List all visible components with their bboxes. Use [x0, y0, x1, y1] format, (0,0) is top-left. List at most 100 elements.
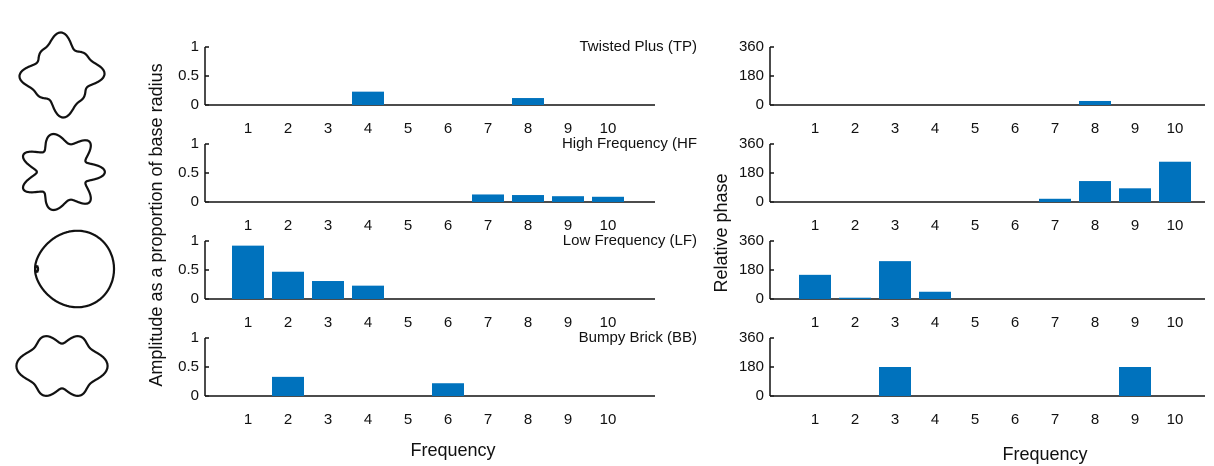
y-tick-label: 0: [756, 193, 764, 210]
bar: [1119, 188, 1151, 202]
bar: [839, 297, 871, 299]
y-tick-label: 1: [191, 135, 199, 152]
x-tick-label: 8: [1091, 411, 1099, 428]
x-tick-label: 10: [600, 120, 617, 137]
panel-title: Low Frequency (LF): [563, 232, 697, 249]
x-tick-label: 2: [851, 217, 859, 234]
bar: [272, 271, 304, 299]
x-tick-label: 6: [444, 120, 452, 137]
x-tick-label: 6: [1011, 120, 1019, 137]
x-tick-label: 7: [1051, 120, 1059, 137]
x-tick-label: 10: [600, 314, 617, 331]
x-tick-label: 4: [364, 314, 372, 331]
y-tick-label: 360: [739, 329, 764, 346]
y-tick-label: 0: [191, 290, 199, 307]
x-tick-label: 10: [1167, 314, 1184, 331]
x-tick-label: 10: [1167, 217, 1184, 234]
x-tick-label: 2: [851, 314, 859, 331]
bar: [272, 376, 304, 396]
bar: [512, 195, 544, 202]
x-tick-label: 4: [931, 411, 939, 428]
x-tick-label: 8: [1091, 217, 1099, 234]
x-tick-label: 2: [284, 411, 292, 428]
y-tick-label: 1: [191, 329, 199, 346]
y-axis-label: Amplitude as a proportion of base radius: [146, 63, 166, 386]
x-tick-label: 9: [564, 120, 572, 137]
x-tick-label: 7: [1051, 217, 1059, 234]
x-tick-label: 7: [484, 411, 492, 428]
x-tick-label: 3: [891, 217, 899, 234]
x-tick-label: 5: [971, 217, 979, 234]
x-tick-label: 5: [971, 314, 979, 331]
x-tick-label: 3: [324, 120, 332, 137]
x-tick-label: 1: [811, 411, 819, 428]
x-tick-label: 4: [931, 217, 939, 234]
x-tick-label: 9: [1131, 120, 1139, 137]
bar: [1079, 100, 1111, 105]
bar: [799, 274, 831, 299]
y-tick-label: 180: [739, 358, 764, 375]
x-tick-label: 2: [284, 314, 292, 331]
y-tick-label: 0: [756, 290, 764, 307]
y-tick-label: 0: [191, 387, 199, 404]
x-tick-label: 5: [404, 120, 412, 137]
y-tick-label: 0: [191, 96, 199, 113]
y-tick-label: 0: [756, 96, 764, 113]
x-tick-label: 5: [404, 217, 412, 234]
y-tick-label: 180: [739, 261, 764, 278]
x-tick-label: 3: [324, 217, 332, 234]
x-tick-label: 8: [1091, 120, 1099, 137]
y-tick-label: 1: [191, 232, 199, 249]
x-tick-label: 8: [1091, 314, 1099, 331]
y-tick-label: 0.5: [178, 67, 199, 84]
y-tick-label: 0.5: [178, 358, 199, 375]
bar: [879, 261, 911, 299]
bar: [232, 245, 264, 299]
x-tick-label: 10: [600, 217, 617, 234]
bar: [879, 367, 911, 396]
x-tick-label: 10: [1167, 120, 1184, 137]
x-tick-label: 2: [284, 217, 292, 234]
bar: [1079, 181, 1111, 202]
y-tick-label: 1: [191, 38, 199, 55]
y-tick-label: 360: [739, 38, 764, 55]
x-tick-label: 4: [364, 217, 372, 234]
bar: [1039, 198, 1071, 202]
x-tick-label: 7: [484, 120, 492, 137]
bar: [1119, 367, 1151, 396]
x-tick-label: 6: [444, 217, 452, 234]
x-tick-label: 3: [324, 411, 332, 428]
x-tick-label: 9: [564, 411, 572, 428]
shape-icon: [21, 132, 106, 212]
x-tick-label: 9: [1131, 314, 1139, 331]
x-tick-label: 1: [244, 411, 252, 428]
x-tick-label: 1: [244, 217, 252, 234]
x-tick-label: 8: [524, 314, 532, 331]
x-tick-label: 4: [364, 411, 372, 428]
x-tick-label: 4: [364, 120, 372, 137]
y-axis-label: Relative phase: [711, 173, 731, 292]
bar: [352, 285, 384, 299]
bar: [1159, 161, 1191, 202]
x-tick-label: 6: [1011, 314, 1019, 331]
y-tick-label: 0.5: [178, 164, 199, 181]
x-axis-label: Frequency: [410, 440, 495, 460]
x-tick-label: 3: [891, 120, 899, 137]
x-tick-label: 1: [811, 314, 819, 331]
x-tick-label: 10: [1167, 411, 1184, 428]
y-tick-label: 360: [739, 135, 764, 152]
y-tick-label: 180: [739, 67, 764, 84]
x-tick-label: 5: [404, 314, 412, 331]
x-tick-label: 10: [600, 411, 617, 428]
x-tick-label: 6: [1011, 217, 1019, 234]
x-tick-label: 7: [1051, 411, 1059, 428]
bar: [312, 281, 344, 299]
bar: [472, 194, 504, 202]
x-tick-label: 7: [1051, 314, 1059, 331]
y-tick-label: 0: [756, 387, 764, 404]
bar: [919, 291, 951, 299]
bar: [592, 196, 624, 202]
bar: [552, 196, 584, 202]
